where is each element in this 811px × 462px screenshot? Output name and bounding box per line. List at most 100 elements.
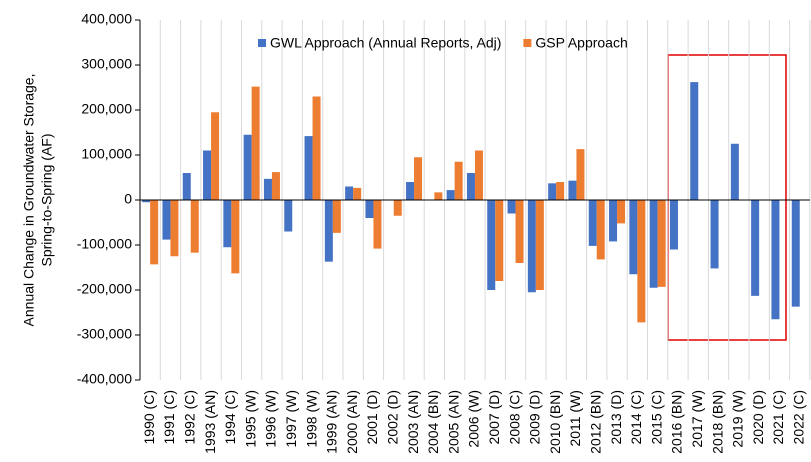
y-axis-title: Annual Change in Groundwater Storage, (21, 74, 37, 327)
x-tick-label: 1990 (C) (141, 390, 157, 444)
legend-label: GWL Approach (Annual Reports, Adj) (270, 35, 501, 51)
bar (446, 190, 455, 200)
bar (190, 200, 199, 253)
bar (629, 200, 638, 275)
x-tick-label: 2003 (AN) (405, 390, 421, 454)
bar (365, 200, 374, 218)
bar (495, 200, 504, 281)
bar (487, 200, 496, 290)
x-tick-label: 2015 (C) (648, 390, 664, 444)
bar (211, 112, 220, 200)
bar (162, 200, 171, 240)
bar (556, 182, 565, 200)
bar (393, 200, 402, 216)
y-tick-label: 400,000 (81, 11, 132, 27)
bar (730, 143, 739, 200)
x-tick-label: 1992 (C) (181, 390, 197, 444)
bar (373, 200, 382, 249)
bar (332, 200, 341, 233)
bar (474, 150, 483, 200)
x-tick-label: 1997 (W) (283, 390, 299, 448)
bar (710, 200, 719, 269)
x-tick-label: 1999 (AN) (324, 390, 340, 454)
x-tick-label: 2010 (BN) (547, 390, 563, 454)
x-tick-label: 2005 (AN) (445, 390, 461, 454)
x-tick-label: 1998 (W) (303, 390, 319, 448)
bar (617, 200, 626, 224)
x-tick-label: 2019 (W) (730, 390, 746, 448)
x-tick-label: 2021 (C) (770, 390, 786, 444)
bar (791, 200, 800, 307)
legend-swatch (523, 39, 532, 47)
bar (406, 182, 415, 200)
bar (588, 200, 597, 246)
bar (507, 200, 516, 214)
x-tick-label: 1995 (W) (242, 390, 258, 448)
bar (170, 200, 179, 257)
bar (324, 200, 333, 262)
bar (527, 200, 536, 293)
bar (751, 200, 760, 296)
x-tick-label: 2008 (C) (506, 390, 522, 444)
bar (434, 192, 443, 200)
bar (414, 157, 423, 200)
x-tick-label: 1991 (C) (161, 390, 177, 444)
bar (568, 180, 577, 200)
x-tick-label: 2012 (BN) (587, 390, 603, 454)
y-tick-label: 0 (124, 191, 132, 207)
bar (649, 200, 658, 288)
x-tick-label: 2011 (W) (567, 390, 583, 447)
bar (182, 173, 191, 200)
bar (353, 187, 362, 200)
x-tick-label: 1996 (W) (263, 390, 279, 448)
x-tick-label: 2022 (C) (790, 390, 806, 444)
bar (548, 183, 557, 200)
x-tick-label: 2014 (C) (628, 390, 644, 444)
x-tick-label: 2007 (D) (486, 390, 502, 444)
bar (203, 150, 212, 200)
x-tick-label: 2000 (AN) (344, 390, 360, 454)
bar (637, 200, 646, 323)
bar (657, 200, 666, 287)
bar (669, 200, 678, 250)
y-tick-label: 100,000 (81, 146, 132, 162)
y-axis-title: Spring-to-Spring (AF) (39, 133, 55, 266)
x-tick-label: 1994 (C) (222, 390, 238, 444)
bar (535, 200, 544, 290)
x-tick-label: 2020 (D) (750, 390, 766, 444)
bar (271, 172, 280, 200)
bar (223, 200, 232, 248)
x-tick-label: 2018 (BN) (709, 390, 725, 454)
bar (150, 200, 159, 265)
bar (466, 173, 475, 200)
bar (263, 178, 272, 200)
bar (312, 96, 321, 200)
bar (454, 161, 463, 200)
highlight-box (667, 54, 787, 341)
y-tick-label: -200,000 (77, 281, 132, 297)
legend-label: GSP Approach (535, 35, 627, 51)
x-tick-label: 2017 (W) (689, 390, 705, 448)
y-tick-label: 300,000 (81, 56, 132, 72)
bar (596, 200, 605, 260)
x-tick-label: 2002 (D) (384, 390, 400, 444)
y-tick-label: 200,000 (81, 101, 132, 117)
legend-swatch (258, 39, 266, 47)
bar (690, 82, 699, 200)
x-tick-label: 2001 (D) (364, 390, 380, 444)
x-tick-label: 2006 (W) (466, 390, 482, 448)
x-tick-label: 1993 (AN) (202, 390, 218, 454)
bar (142, 200, 151, 203)
x-tick-label: 2009 (D) (527, 390, 543, 444)
bar (284, 200, 293, 232)
x-tick-label: 2004 (BN) (425, 390, 441, 454)
bar (304, 136, 313, 200)
bar (609, 200, 618, 242)
bar (771, 200, 780, 320)
bar (515, 200, 524, 263)
bar (345, 186, 354, 200)
x-tick-label: 2016 (BN) (669, 390, 685, 454)
bar (243, 134, 252, 200)
bar (251, 86, 260, 200)
